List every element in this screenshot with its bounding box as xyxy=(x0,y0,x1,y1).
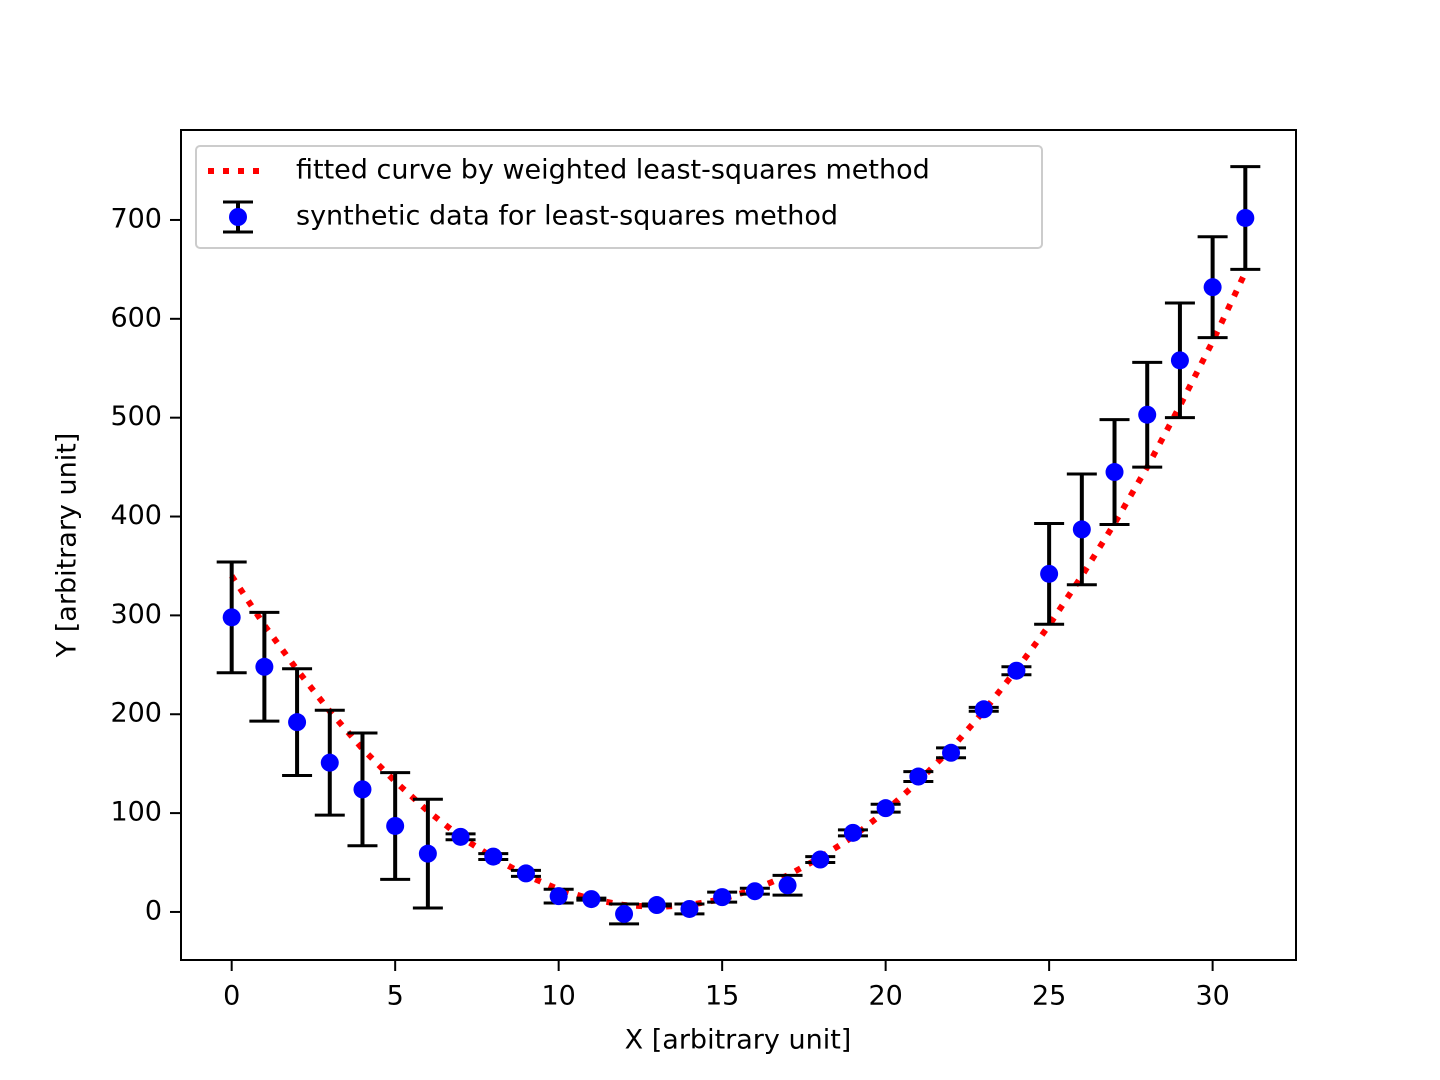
data-point xyxy=(320,753,339,772)
data-point xyxy=(353,780,372,799)
x-axis-label: X [arbitrary unit] xyxy=(625,1025,852,1056)
x-tick-label: 30 xyxy=(1195,981,1229,1012)
data-point xyxy=(1236,208,1255,227)
y-tick-label: 500 xyxy=(110,401,162,432)
y-tick-label: 700 xyxy=(110,203,162,234)
x-tick-label: 25 xyxy=(1032,981,1066,1012)
data-point xyxy=(386,816,405,835)
data-point xyxy=(1138,405,1157,424)
data-point xyxy=(1105,463,1124,482)
data-point xyxy=(1007,661,1026,680)
legend-label: fitted curve by weighted least-squares m… xyxy=(296,155,930,186)
y-tick-label: 200 xyxy=(110,698,162,729)
y-tick-label: 0 xyxy=(145,895,162,926)
y-tick-label: 400 xyxy=(110,500,162,531)
plot-frame xyxy=(180,129,1297,961)
y-tick-label: 300 xyxy=(110,599,162,630)
data-point xyxy=(418,844,437,863)
legend-label: synthetic data for least-squares method xyxy=(296,201,838,232)
y-axis-label: Y [arbitrary unit] xyxy=(52,433,83,659)
data-point xyxy=(1072,520,1091,539)
data-point xyxy=(778,876,797,895)
data-point xyxy=(582,890,601,909)
data-point xyxy=(1170,351,1189,370)
data-point xyxy=(516,864,535,883)
data-point xyxy=(713,888,732,907)
x-tick-label: 20 xyxy=(868,981,902,1012)
data-point xyxy=(876,799,895,818)
data-point xyxy=(974,700,993,719)
x-tick-label: 10 xyxy=(541,981,575,1012)
fit-line xyxy=(229,271,1249,911)
data-point xyxy=(451,827,470,846)
data-point xyxy=(484,847,503,866)
data-point xyxy=(549,887,568,906)
data-point xyxy=(942,743,961,762)
legend-box xyxy=(195,145,1043,249)
x-tick-label: 5 xyxy=(387,981,404,1012)
data-point xyxy=(811,850,830,869)
data-point xyxy=(1040,564,1059,583)
data-point xyxy=(909,767,928,786)
data-point xyxy=(843,823,862,842)
x-tick-label: 0 xyxy=(223,981,240,1012)
data-point xyxy=(288,713,307,732)
data-point xyxy=(255,657,274,676)
x-tick-label: 15 xyxy=(705,981,739,1012)
data-point xyxy=(745,882,764,901)
legend-marker xyxy=(229,208,247,226)
y-tick-label: 100 xyxy=(110,797,162,828)
data-point xyxy=(680,899,699,918)
y-tick-label: 600 xyxy=(110,302,162,333)
data-point xyxy=(615,904,634,923)
data-point xyxy=(1203,278,1222,297)
data-point xyxy=(647,896,666,915)
data-point xyxy=(222,608,241,627)
